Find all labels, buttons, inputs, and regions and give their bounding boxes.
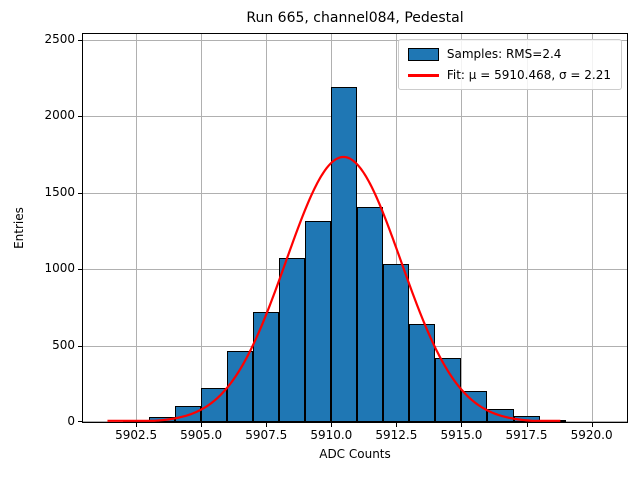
histogram-bar [123,420,150,423]
histogram-bar [487,409,514,422]
histogram-bar [539,420,566,423]
legend-label-samples: Samples: RMS=2.4 [446,47,562,61]
y-tick-label: 1500 [44,184,75,199]
y-axis-tick [78,345,82,347]
grid-line-vertical [526,34,528,422]
y-tick-label: 0 [67,414,75,428]
legend-entry-samples: Samples: RMS=2.4 [407,47,611,61]
x-axis-tick [331,423,333,427]
grid-line-vertical [461,34,463,422]
x-axis-tick [526,423,528,427]
histogram-bar [357,207,384,422]
legend: Samples: RMS=2.4 Fit: μ = 5910.468, σ = … [397,39,622,90]
histogram-bar [227,350,254,422]
x-tick-label: 5905.0 [180,428,223,442]
x-axis-tick [461,423,463,427]
x-tick-label: 5915.0 [440,428,483,442]
histogram-swatch-icon [407,47,439,61]
x-tick-label: 5902.5 [115,428,158,442]
histogram-bar [383,263,410,422]
legend-label-fit: Fit: μ = 5910.468, σ = 2.21 [446,68,611,82]
y-axis-tick [78,269,82,271]
histogram-bar [513,415,540,422]
grid-line-horizontal [83,40,627,42]
histogram-bar [253,312,280,422]
histogram-bar [409,324,436,422]
y-axis-tick [78,421,82,422]
histogram-bar [279,257,306,422]
y-tick-label: 500 [52,337,75,352]
x-tick-label: 5907.5 [245,428,288,442]
x-tick-label: 5910.0 [310,428,353,442]
y-tick-label: 2000 [44,108,75,123]
y-axis-tick [78,192,82,194]
y-axis-tick [78,40,82,42]
x-axis-tick [396,423,398,427]
y-axis-label: Entries [12,207,26,249]
legend-entry-fit: Fit: μ = 5910.468, σ = 2.21 [407,68,611,82]
x-axis-tick [136,423,138,427]
y-axis-tick [78,116,82,118]
fit-line-swatch-icon [407,73,439,77]
histogram-bar [305,221,332,422]
histogram-bar [435,357,462,422]
x-tick-label: 5920.0 [570,428,613,442]
x-axis-tick [591,423,593,427]
histogram-bar [331,87,358,422]
grid-line-vertical [136,34,138,422]
chart-title: Run 665, channel084, Pedestal [246,10,464,26]
x-axis-tick [266,423,268,427]
grid-line-vertical [591,34,593,422]
grid-line-vertical [201,34,203,422]
x-axis-label: ADC Counts [319,447,391,461]
plot-area: Samples: RMS=2.4 Fit: μ = 5910.468, σ = … [82,33,628,423]
histogram-bar [461,391,488,422]
x-tick-label: 5917.5 [505,428,548,442]
y-tick-label: 2500 [44,32,75,47]
histogram-bar [149,416,176,422]
x-axis-tick [201,423,203,427]
histogram-bar [201,388,228,422]
y-tick-label: 1000 [44,261,75,276]
x-tick-label: 5912.5 [375,428,418,442]
histogram-bar [175,405,202,422]
